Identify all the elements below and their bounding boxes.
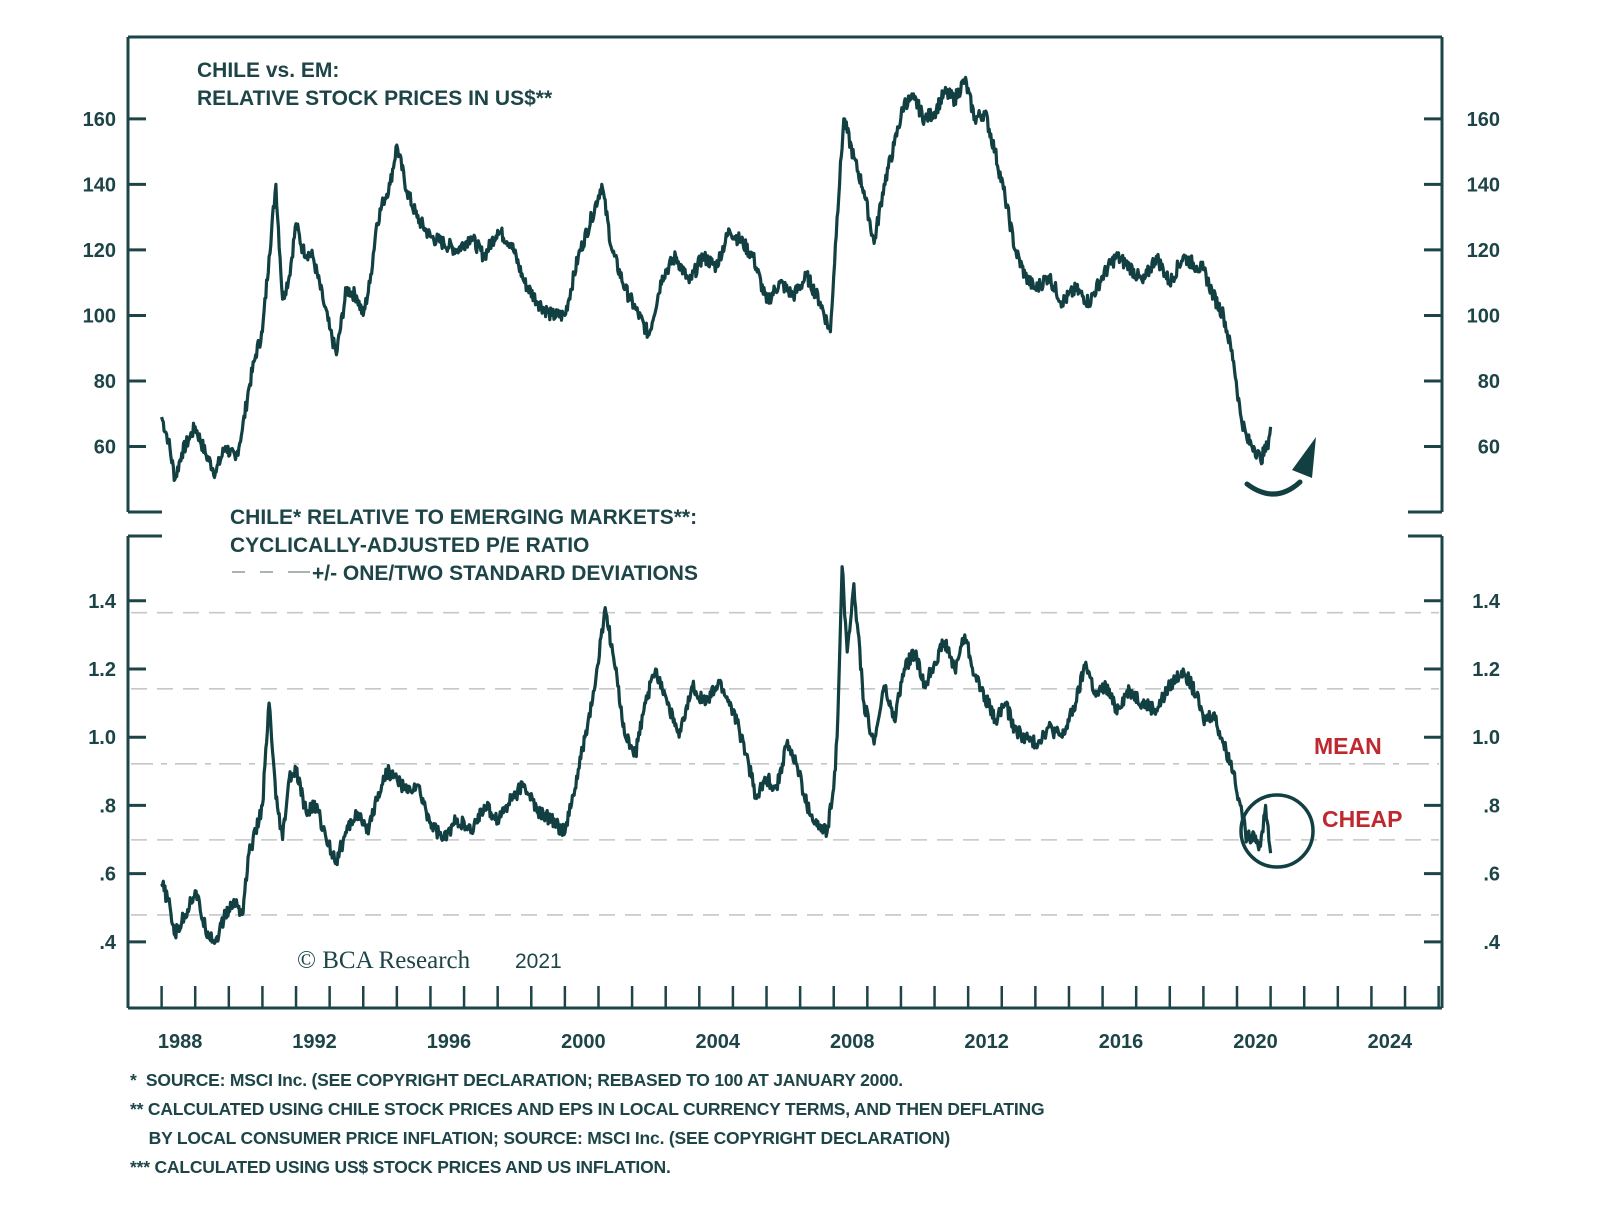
x-tick-label: 2008 [830,1031,875,1053]
mean-annotation: MEAN [1314,733,1382,759]
copyright-brand: © BCA Research [297,947,471,974]
rebound-arrowhead-icon [1292,437,1316,478]
copyright-symbol: © [297,947,316,974]
top-right-tick-label: 120 [1467,240,1500,262]
bottom-series-group [160,565,1273,945]
bottom-left-tick-label: .4 [99,932,117,954]
footnote-3: BY LOCAL CONSUMER PRICE INFLATION; SOURC… [130,1128,951,1148]
top-left-tick-label: 100 [83,305,116,327]
std-dev-lines [131,611,1439,916]
x-axis: 1988 1992 1996 2000 2004 2008 2012 2016 2020 2024 [126,986,1440,1053]
bottom-right-tick-label: .8 [1483,795,1500,817]
bottom-right-tick-label: 1.0 [1472,727,1500,749]
top-panel-frame [126,35,1444,514]
legend-label: +/- ONE/TWO STANDARD DEVIATIONS [312,562,698,585]
copyright-year: 2021 [515,950,562,973]
bottom-panel: .4 .4 .6 .6 .8 .8 1.0 1.0 1.2 1.2 1.4 1.4 CHILE* RE… [88,506,1501,1010]
bottom-left-tick-label: 1.4 [88,591,117,613]
bottom-chart-subtitle: CYCLICALLY-ADJUSTED P/E RATIO [230,534,589,557]
top-left-tick-label: 80 [94,371,116,393]
footnote-4: *** CALCULATED USING US$ STOCK PRICES AN… [130,1157,671,1177]
top-right-tick-label: 100 [1467,305,1500,327]
top-left-tick-label: 160 [83,109,116,131]
x-tick-label: 1988 [158,1031,203,1053]
bottom-left-tick-label: .6 [99,864,116,886]
bottom-left-tick-label: 1.0 [88,727,116,749]
bottom-left-tick-label: 1.2 [88,659,116,681]
bottom-series-line [160,565,1273,945]
x-tick-label: 2012 [964,1031,1009,1053]
footnote-2: ** CALCULATED USING CHILE STOCK PRICES A… [130,1099,1045,1119]
bottom-left-tick-label: .8 [99,795,116,817]
top-y-axis: 60 60 80 80 100 100 120 120 140 140 160 160 [83,109,1500,459]
bottom-y-axis: .4 .4 .6 .6 .8 .8 1.0 1.0 1.2 1.2 1.4 1.4 [88,591,1501,954]
bottom-chart-title: CHILE* RELATIVE TO EMERGING MARKETS**: [230,506,697,529]
x-tick-label: 2016 [1099,1031,1144,1053]
top-series-group [160,75,1273,482]
bottom-panel-frame [126,534,1444,1010]
top-left-tick-label: 120 [83,240,116,262]
top-left-tick-label: 60 [94,436,116,458]
cheap-circle-highlight [1239,793,1315,869]
top-chart-subtitle: RELATIVE STOCK PRICES IN US$** [197,87,553,110]
copyright-mark: © BCA Research 2021 [297,947,562,974]
cheap-annotation: CHEAP [1322,806,1403,832]
top-panel: 60 60 80 80 100 100 120 120 140 140 160 160 CHILE v… [83,35,1500,514]
rebound-arrow-icon [1244,479,1303,497]
bottom-right-tick-label: 1.4 [1472,591,1501,613]
top-series-line [160,75,1273,482]
x-tick-label: 2024 [1368,1031,1413,1053]
bottom-right-tick-label: .4 [1483,932,1501,954]
top-left-tick-label: 140 [83,174,116,196]
footnote-1: * SOURCE: MSCI Inc. (SEE COPYRIGHT DECLA… [130,1070,903,1090]
x-tick-label: 1996 [427,1031,472,1053]
copyright-brand-name: BCA Research [322,947,470,974]
top-right-tick-label: 60 [1478,436,1500,458]
x-tick-label: 2004 [696,1031,741,1053]
top-right-tick-label: 80 [1478,371,1500,393]
bottom-right-tick-label: .6 [1483,864,1500,886]
x-tick-label: 2000 [561,1031,606,1053]
top-right-tick-label: 160 [1467,109,1500,131]
x-tick-label: 1992 [292,1031,337,1053]
bottom-right-tick-label: 1.2 [1472,659,1500,681]
x-tick-label: 2020 [1233,1031,1278,1053]
top-chart-title: CHILE vs. EM: [197,59,339,82]
top-right-tick-label: 140 [1467,174,1500,196]
